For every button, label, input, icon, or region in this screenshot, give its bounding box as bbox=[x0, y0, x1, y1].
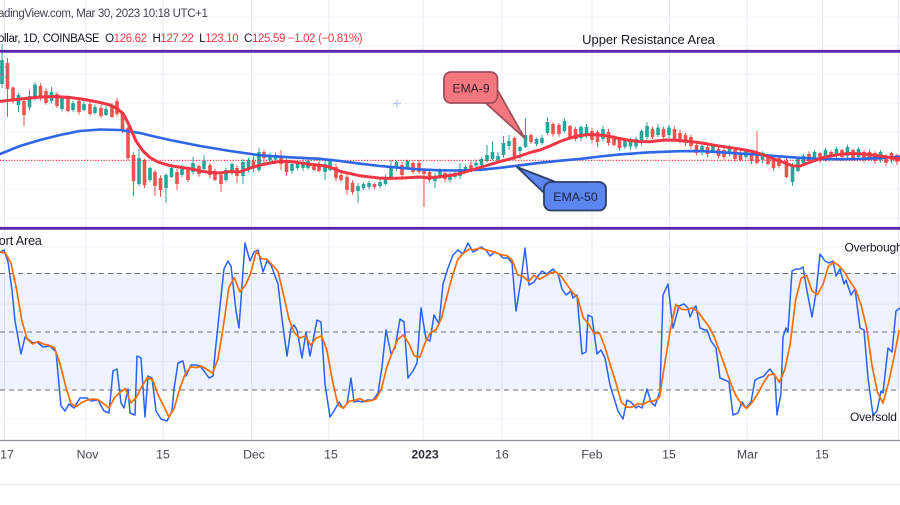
svg-text:16: 16 bbox=[495, 448, 509, 462]
svg-text:Mar: Mar bbox=[737, 448, 758, 462]
svg-text:Support Area: Support Area bbox=[0, 234, 42, 248]
svg-text:17: 17 bbox=[0, 448, 14, 462]
svg-text:Upper Resistance Area: Upper Resistance Area bbox=[582, 32, 715, 47]
svg-text:Overbought: Overbought bbox=[845, 241, 900, 255]
svg-text:1): 1) bbox=[0, 64, 9, 78]
svg-text:Feb: Feb bbox=[581, 448, 602, 462]
svg-text:Oversold: Oversold bbox=[850, 410, 897, 424]
svg-text:adingView.com, Mar 30, 2023 10: adingView.com, Mar 30, 2023 10:18 UTC+1 bbox=[0, 8, 208, 20]
svg-text:EMA-9: EMA-9 bbox=[452, 82, 489, 96]
svg-text:EMA-50: EMA-50 bbox=[553, 190, 598, 204]
svg-text:15: 15 bbox=[815, 448, 829, 462]
svg-text:Dec: Dec bbox=[243, 448, 265, 462]
svg-text:ollar, 1D, COINBASE O126.62: ollar, 1D, COINBASE O126.62 H127.22 L123… bbox=[0, 33, 363, 45]
svg-text:2023: 2023 bbox=[411, 448, 439, 462]
svg-text:Nov: Nov bbox=[77, 448, 100, 462]
svg-text:15: 15 bbox=[324, 448, 338, 462]
svg-text:15: 15 bbox=[156, 448, 170, 462]
svg-text:15: 15 bbox=[662, 448, 676, 462]
